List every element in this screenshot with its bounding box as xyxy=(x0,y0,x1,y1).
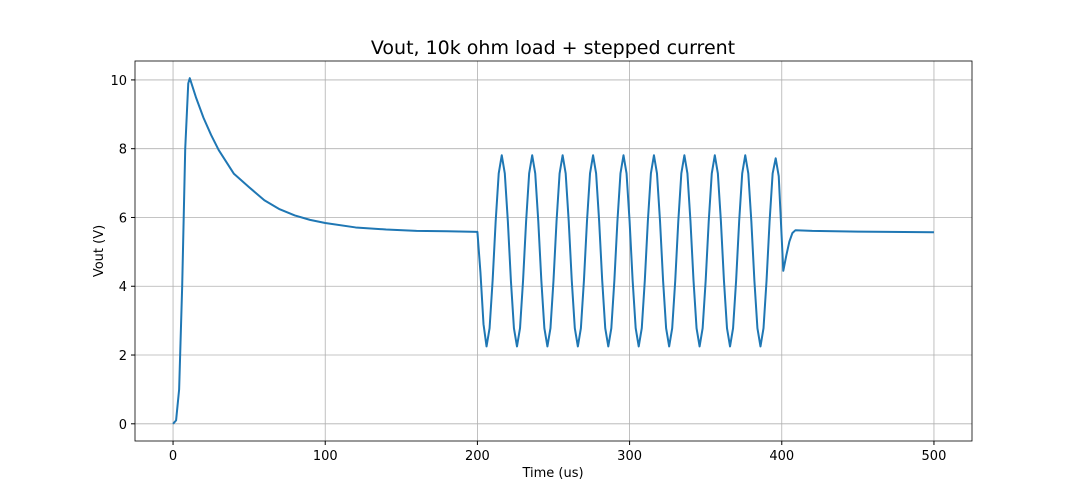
chart-title: Vout, 10k ohm load + stepped current xyxy=(371,37,735,59)
x-tick-label: 300 xyxy=(617,449,642,464)
x-tick-label: 200 xyxy=(465,449,490,464)
y-tick-label: 4 xyxy=(119,280,127,295)
y-tick-label: 0 xyxy=(119,418,127,433)
y-tick-label: 10 xyxy=(110,74,127,89)
x-tick-label: 400 xyxy=(769,449,794,464)
y-tick-label: 8 xyxy=(119,143,127,158)
plot-frame xyxy=(134,60,973,442)
x-tick-label: 0 xyxy=(169,449,177,464)
y-tick-label: 2 xyxy=(119,349,127,364)
y-tick-label: 6 xyxy=(119,211,127,226)
y-axis-label: Vout (V) xyxy=(92,225,107,277)
data-line xyxy=(172,77,934,425)
x-tick-label: 500 xyxy=(922,449,947,464)
x-tick-label: 100 xyxy=(313,449,338,464)
x-axis-label: Time (us) xyxy=(521,466,583,481)
